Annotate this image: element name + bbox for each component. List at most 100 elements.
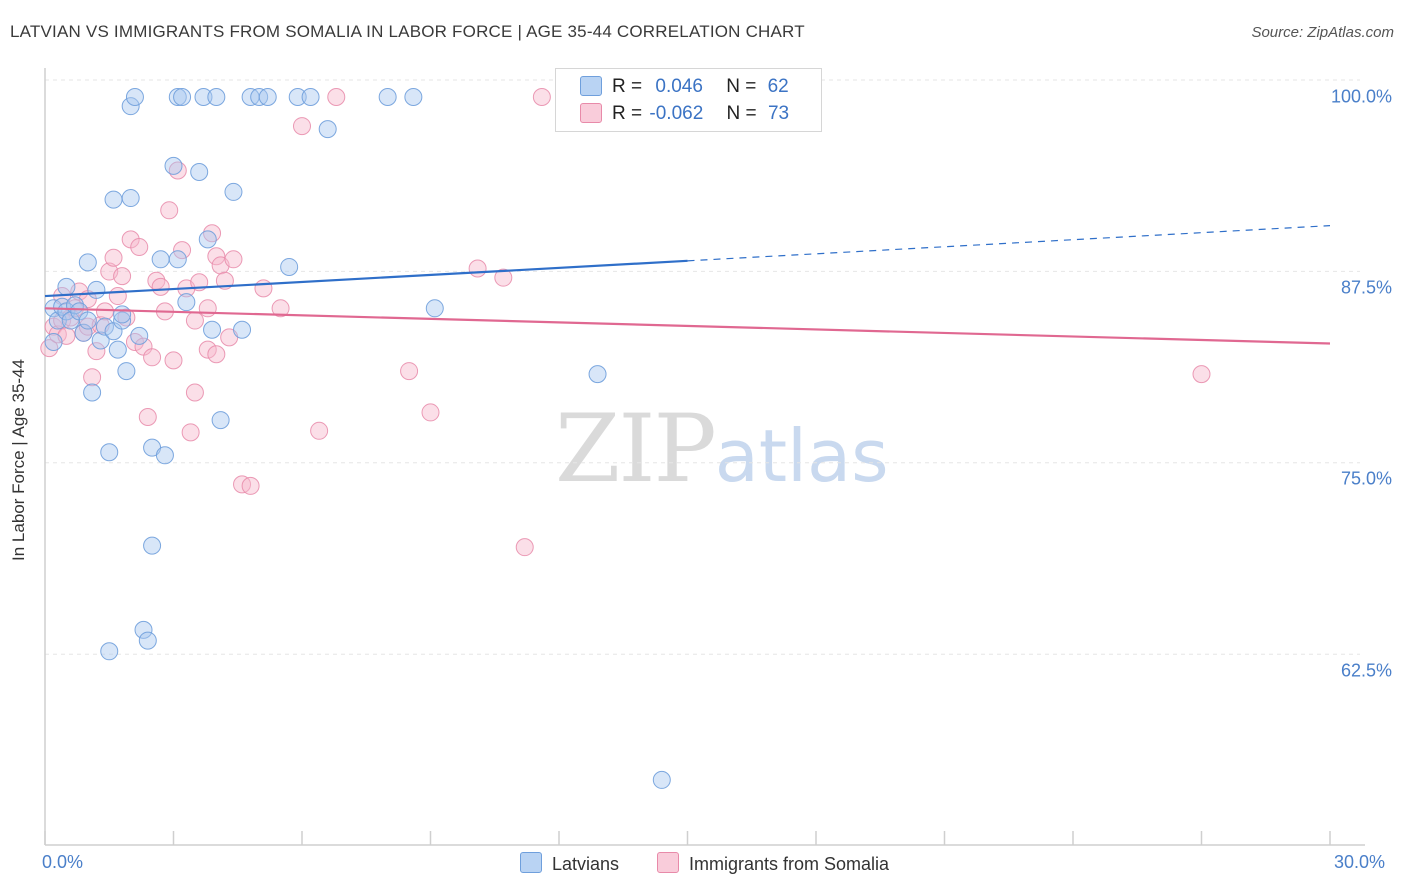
correlation-legend: R = 0.046 N = 62 R = -0.062 N = 73 xyxy=(555,68,822,132)
somalia-point xyxy=(198,340,217,359)
latvian-point xyxy=(100,642,119,661)
watermark-zip: ZIP xyxy=(555,395,717,504)
watermark-atlas: atlas xyxy=(714,414,889,498)
latvian-point xyxy=(74,323,93,342)
latvian-point xyxy=(233,320,252,339)
somalia-point xyxy=(138,408,157,427)
somalia-point xyxy=(108,287,127,306)
latvian-point xyxy=(288,88,307,106)
somalia-point xyxy=(87,342,106,361)
trend-lines xyxy=(44,225,1331,345)
latvian-point xyxy=(100,443,119,462)
latvian-point xyxy=(194,88,213,106)
somalia-point xyxy=(83,368,102,387)
latvian-point xyxy=(117,362,136,381)
latvian-point xyxy=(190,163,209,182)
latvian-point xyxy=(164,156,183,175)
latvian-point xyxy=(224,182,243,201)
y-tick-label-62-5: 62.5% xyxy=(1340,660,1392,681)
latvian-point xyxy=(113,311,132,330)
legend-item-somalia[interactable]: Immigrants from Somalia xyxy=(657,852,889,875)
y-tick-label-87-5: 87.5% xyxy=(1340,277,1392,298)
somalia-point xyxy=(1192,365,1211,384)
latvian-point xyxy=(44,332,63,351)
somalia-point xyxy=(113,267,132,286)
legend-label-latvians: Latvians xyxy=(552,854,620,874)
somalia-point xyxy=(173,241,192,260)
source-credit: Source: ZipAtlas.com xyxy=(1251,24,1394,41)
latvian-point xyxy=(404,88,423,106)
somalia-point xyxy=(254,279,273,298)
somalia-point xyxy=(515,538,534,557)
somalia-point xyxy=(271,299,290,318)
legend-r-label: R = xyxy=(612,103,643,124)
legend-swatch-somalia xyxy=(657,852,679,873)
latvian-point xyxy=(130,326,149,345)
latvian-point xyxy=(151,250,170,269)
legend-r-value-latvians: 0.046 xyxy=(655,76,703,97)
latvian-point xyxy=(121,97,140,116)
somalia-point xyxy=(532,88,551,106)
latvian-point xyxy=(134,620,153,639)
latvian-point xyxy=(198,230,217,249)
latvian-point xyxy=(652,770,671,789)
legend-swatch-somalia xyxy=(580,103,602,123)
somalia-point xyxy=(185,311,204,330)
latvian-point xyxy=(57,277,76,296)
somalia-point xyxy=(104,248,123,267)
latvian-point xyxy=(143,536,162,555)
latvian-point xyxy=(318,120,337,139)
latvian-points xyxy=(44,88,671,789)
legend-item-latvians[interactable]: Latvians xyxy=(520,852,619,875)
somalia-point xyxy=(421,403,440,422)
latvian-point xyxy=(113,305,132,324)
somalia-point xyxy=(151,277,170,296)
x-tick-label-max: 30.0% xyxy=(1334,852,1386,872)
somalia-point xyxy=(185,383,204,402)
latvian-point xyxy=(258,88,277,106)
latvian-point xyxy=(588,365,607,384)
latvian-point xyxy=(203,320,222,339)
somalia-point xyxy=(95,302,114,321)
latvian-point xyxy=(211,411,230,430)
latvian-point xyxy=(121,189,140,208)
y-tick-label-75: 75.0% xyxy=(1340,468,1392,489)
chart-title: LATVIAN VS IMMIGRANTS FROM SOMALIA IN LA… xyxy=(10,22,805,41)
latvian-point xyxy=(173,88,192,106)
latvian-point xyxy=(177,293,196,312)
somalia-point xyxy=(224,250,243,269)
legend-n-label: N = xyxy=(726,103,757,124)
y-axis-label: In Labor Force | Age 35-44 xyxy=(9,359,28,561)
somalia-point xyxy=(160,201,179,220)
legend-n-value-somalia: 73 xyxy=(767,103,790,124)
legend-swatch-latvians xyxy=(580,76,602,96)
latvian-point xyxy=(108,340,127,359)
somalia-point xyxy=(198,299,217,318)
somalia-point xyxy=(310,421,329,440)
somalia-point xyxy=(241,476,260,495)
somalia-point xyxy=(130,238,149,257)
latvian-point xyxy=(207,88,226,106)
y-tick-label-100: 100.0% xyxy=(1330,86,1392,107)
x-tick-label-min: 0.0% xyxy=(42,852,84,872)
latvian-point xyxy=(168,250,187,269)
latvian-point xyxy=(425,299,444,318)
latvian-trend-line xyxy=(44,259,688,298)
axes xyxy=(44,68,1365,846)
latvian-point xyxy=(138,631,157,650)
latvian-point xyxy=(378,88,397,106)
legend-n-value-latvians: 62 xyxy=(767,76,789,97)
latvian-point xyxy=(83,383,102,402)
latvian-point xyxy=(125,88,144,106)
watermark: ZIPatlas xyxy=(555,395,889,504)
latvian-point xyxy=(301,88,320,106)
somalia-point xyxy=(143,348,162,367)
latvian-point xyxy=(78,311,97,330)
somalia-point xyxy=(164,351,183,370)
latvian-point xyxy=(168,88,187,106)
latvian-point xyxy=(280,257,299,276)
somalia-point xyxy=(293,117,311,136)
somalia-point xyxy=(400,362,419,381)
somalia-trend-line xyxy=(44,307,1331,345)
